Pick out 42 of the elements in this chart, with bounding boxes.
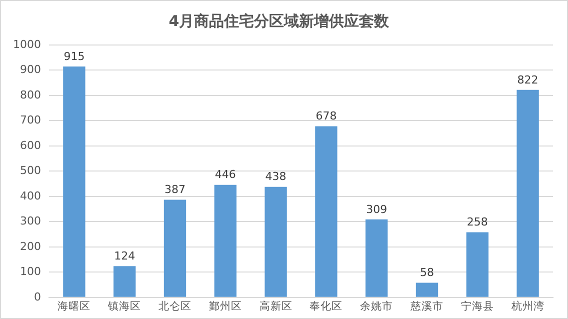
bar <box>63 66 86 297</box>
y-tick-label: 0 <box>34 290 41 304</box>
data-label: 309 <box>366 202 388 216</box>
chart-title: 4月商品住宅分区域新增供应套数 <box>168 12 390 30</box>
data-label: 678 <box>316 110 337 123</box>
y-tick-label: 1000 <box>12 38 41 51</box>
y-tick-label: 200 <box>20 240 41 253</box>
x-tick-label: 宁海县 <box>460 299 494 312</box>
y-tick-label: 400 <box>20 189 41 202</box>
y-tick-label: 100 <box>20 265 41 278</box>
data-label: 58 <box>420 266 434 280</box>
y-tick-label: 900 <box>20 63 41 76</box>
bar <box>164 200 186 297</box>
x-tick-label: 余姚市 <box>360 299 394 312</box>
x-tick-label: 鄞州区 <box>208 299 242 312</box>
bar <box>366 219 388 297</box>
y-tick-label: 500 <box>20 164 41 178</box>
bar <box>516 90 539 297</box>
bar <box>114 266 136 297</box>
y-tick-label: 600 <box>20 138 41 152</box>
bar <box>214 184 236 297</box>
x-tick-label: 奉化区 <box>310 300 343 312</box>
bar <box>315 126 338 297</box>
data-label: 438 <box>265 170 286 184</box>
bar <box>264 186 287 297</box>
data-label: 258 <box>466 216 488 229</box>
x-tick-label: 镇海区 <box>107 300 142 312</box>
x-tick-label: 北仑区 <box>158 299 192 312</box>
y-tick-label: 800 <box>20 88 41 102</box>
data-label: 387 <box>164 183 186 196</box>
data-label: 915 <box>64 50 85 63</box>
data-label: 124 <box>114 249 136 262</box>
data-label: 822 <box>517 73 538 86</box>
x-tick-label: 慈溪市 <box>410 299 444 312</box>
y-tick-label: 300 <box>20 214 41 228</box>
data-label: 446 <box>214 168 236 182</box>
y-tick-label: 700 <box>20 114 41 127</box>
bar <box>416 282 438 297</box>
x-tick-label: 海曙区 <box>58 300 91 312</box>
x-tick-label: 高新区 <box>259 299 292 312</box>
bar <box>466 232 488 297</box>
x-tick-label: 杭州湾 <box>510 299 544 312</box>
